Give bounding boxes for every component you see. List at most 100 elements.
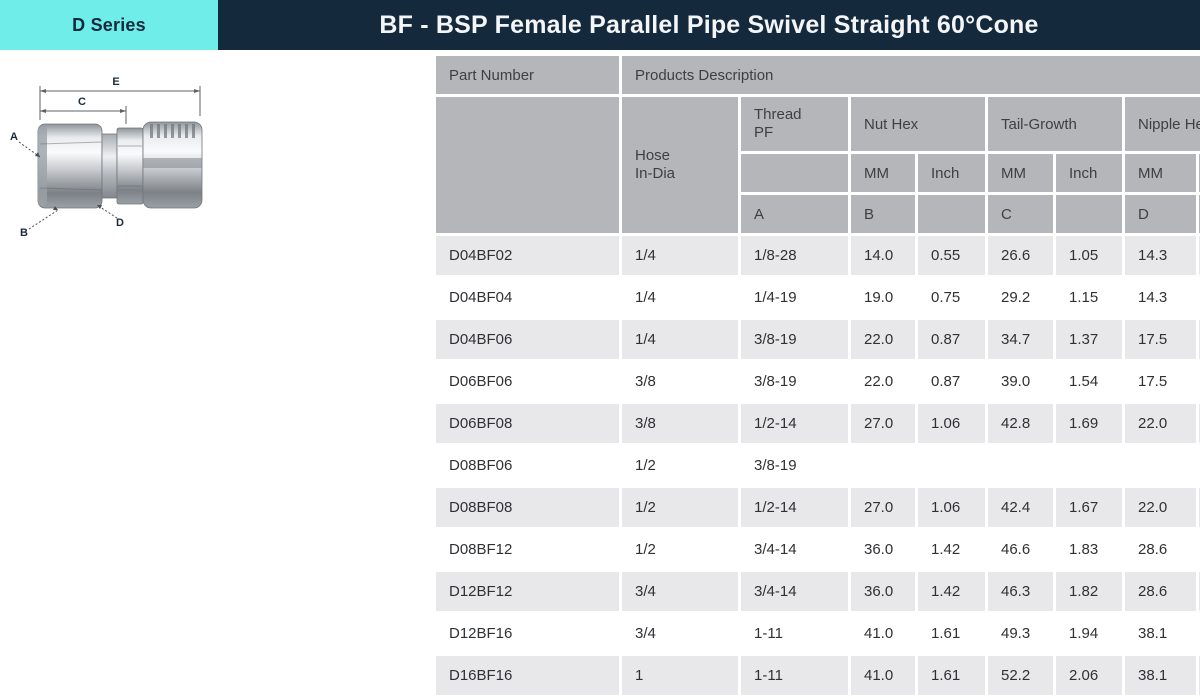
cell-nut-hex-inch bbox=[918, 446, 985, 485]
cell-part-number: D12BF12 bbox=[436, 572, 619, 611]
cell-tail-growth-inch: 1.54 bbox=[1056, 362, 1122, 401]
cell-tail-growth-mm: 26.6 bbox=[988, 236, 1053, 275]
nipple-hex-mm: MM bbox=[1125, 154, 1196, 192]
dim-label-a: A bbox=[10, 131, 18, 143]
cell-hose-in-dia: 3/4 bbox=[622, 572, 738, 611]
cell-thread-pf: 1/2-14 bbox=[741, 404, 848, 443]
cell-thread-pf: 1-11 bbox=[741, 614, 848, 653]
cell-nut-hex-mm: 41.0 bbox=[851, 614, 915, 653]
cell-hose-in-dia: 1/4 bbox=[622, 278, 738, 317]
cell-hose-in-dia: 3/8 bbox=[622, 362, 738, 401]
cell-nut-hex-inch: 1.42 bbox=[918, 572, 985, 611]
col-products-description: Products Description bbox=[622, 56, 1200, 94]
cell-nipple-hex-mm bbox=[1125, 446, 1196, 485]
cell-nut-hex-mm bbox=[851, 446, 915, 485]
table-row: D06BF08 3/8 1/2-14 27.0 1.06 42.8 1.69 2… bbox=[436, 404, 1200, 443]
dim-letter-b: B bbox=[851, 195, 915, 233]
cell-nipple-hex-mm: 22.0 bbox=[1125, 488, 1196, 527]
table-row: D04BF06 1/4 3/8-19 22.0 0.87 34.7 1.37 1… bbox=[436, 320, 1200, 359]
cell-tail-growth-mm: 46.3 bbox=[988, 572, 1053, 611]
cell-tail-growth-inch: 2.06 bbox=[1056, 656, 1122, 695]
spec-table: Part Number Products Description Hose In… bbox=[433, 53, 1200, 698]
cell-nipple-hex-mm: 14.3 bbox=[1125, 236, 1196, 275]
cell-thread-pf: 3/4-14 bbox=[741, 530, 848, 569]
page-title: BF - BSP Female Parallel Pipe Swivel Str… bbox=[218, 0, 1200, 50]
cell-nipple-hex-mm: 38.1 bbox=[1125, 614, 1196, 653]
cell-tail-growth-inch: 1.83 bbox=[1056, 530, 1122, 569]
cell-part-number: D06BF06 bbox=[436, 362, 619, 401]
cell-thread-pf: 3/4-14 bbox=[741, 572, 848, 611]
left-panel: E C bbox=[0, 50, 218, 698]
cell-tail-growth-mm: 34.7 bbox=[988, 320, 1053, 359]
cell-tail-growth-inch bbox=[1056, 446, 1122, 485]
cell-thread-pf: 1-11 bbox=[741, 656, 848, 695]
dim-label-c: C bbox=[78, 96, 86, 108]
cell-part-number: D06BF08 bbox=[436, 404, 619, 443]
top-bar: D Series BF - BSP Female Parallel Pipe S… bbox=[0, 0, 1200, 50]
cell-thread-pf: 1/2-14 bbox=[741, 488, 848, 527]
cell-nipple-hex-mm: 38.1 bbox=[1125, 656, 1196, 695]
cell-part-number: D12BF16 bbox=[436, 614, 619, 653]
cell-hose-in-dia: 3/8 bbox=[622, 404, 738, 443]
dim-label-e: E bbox=[112, 76, 119, 88]
cell-part-number: D08BF12 bbox=[436, 530, 619, 569]
cell-part-number: D08BF08 bbox=[436, 488, 619, 527]
cell-thread-pf: 1/8-28 bbox=[741, 236, 848, 275]
cell-tail-growth-inch: 1.05 bbox=[1056, 236, 1122, 275]
table-row: D04BF02 1/4 1/8-28 14.0 0.55 26.6 1.05 1… bbox=[436, 236, 1200, 275]
cell-part-number: D04BF04 bbox=[436, 278, 619, 317]
cell-tail-growth-inch: 1.15 bbox=[1056, 278, 1122, 317]
cell-nut-hex-inch: 1.61 bbox=[918, 614, 985, 653]
table-row: D12BF16 3/4 1-11 41.0 1.61 49.3 1.94 38.… bbox=[436, 614, 1200, 653]
cell-nipple-hex-mm: 14.3 bbox=[1125, 278, 1196, 317]
nut-hex-mm: MM bbox=[851, 154, 915, 192]
cell-thread-pf: 1/4-19 bbox=[741, 278, 848, 317]
cell-nut-hex-mm: 36.0 bbox=[851, 572, 915, 611]
table-body: D04BF02 1/4 1/8-28 14.0 0.55 26.6 1.05 1… bbox=[436, 236, 1200, 695]
cell-nut-hex-mm: 27.0 bbox=[851, 404, 915, 443]
tail-growth-inch: Inch bbox=[1056, 154, 1122, 192]
dim-letter-c: C bbox=[988, 195, 1053, 233]
tail-growth-mm: MM bbox=[988, 154, 1053, 192]
cell-tail-growth-inch: 1.94 bbox=[1056, 614, 1122, 653]
series-badge: D Series bbox=[0, 0, 218, 50]
cell-part-number: D04BF02 bbox=[436, 236, 619, 275]
cell-tail-growth-mm: 46.6 bbox=[988, 530, 1053, 569]
cell-part-number: D04BF06 bbox=[436, 320, 619, 359]
col-thread-pf: Thread PF bbox=[741, 97, 848, 151]
cell-tail-growth-inch: 1.67 bbox=[1056, 488, 1122, 527]
cell-nut-hex-mm: 22.0 bbox=[851, 362, 915, 401]
cell-nipple-hex-mm: 17.5 bbox=[1125, 320, 1196, 359]
cell-tail-growth-mm: 42.8 bbox=[988, 404, 1053, 443]
cell-nipple-hex-mm: 22.0 bbox=[1125, 404, 1196, 443]
cell-hose-in-dia: 1/4 bbox=[622, 320, 738, 359]
table-row: D16BF16 1 1-11 41.0 1.61 52.2 2.06 38.1 … bbox=[436, 656, 1200, 695]
leader-b bbox=[28, 209, 59, 230]
cell-hose-in-dia: 1/2 bbox=[622, 446, 738, 485]
cell-thread-pf: 3/8-19 bbox=[741, 320, 848, 359]
content-area: E C bbox=[0, 50, 1200, 698]
cell-nut-hex-inch: 1.61 bbox=[918, 656, 985, 695]
cell-hose-in-dia: 1/2 bbox=[622, 488, 738, 527]
cell-hose-in-dia: 3/4 bbox=[622, 614, 738, 653]
col-group-tail-growth: Tail-Growth bbox=[988, 97, 1122, 151]
cell-tail-growth-inch: 1.82 bbox=[1056, 572, 1122, 611]
cell-part-number: D16BF16 bbox=[436, 656, 619, 695]
cell-nut-hex-mm: 27.0 bbox=[851, 488, 915, 527]
cell-tail-growth-inch: 1.37 bbox=[1056, 320, 1122, 359]
cell-nut-hex-inch: 1.42 bbox=[918, 530, 985, 569]
cell-nipple-hex-mm: 17.5 bbox=[1125, 362, 1196, 401]
col-hose-in-dia: Hose In-Dia bbox=[622, 97, 738, 233]
cell-nut-hex-mm: 36.0 bbox=[851, 530, 915, 569]
table-row: D08BF08 1/2 1/2-14 27.0 1.06 42.4 1.67 2… bbox=[436, 488, 1200, 527]
cell-nut-hex-mm: 22.0 bbox=[851, 320, 915, 359]
cell-nut-hex-inch: 1.06 bbox=[918, 404, 985, 443]
col-group-nut-hex: Nut Hex bbox=[851, 97, 985, 151]
table-row: D08BF06 1/2 3/8-19 bbox=[436, 446, 1200, 485]
dim-label-d: D bbox=[116, 217, 124, 229]
cell-thread-pf: 3/8-19 bbox=[741, 362, 848, 401]
cell-tail-growth-mm: 39.0 bbox=[988, 362, 1053, 401]
cell-tail-growth-mm bbox=[988, 446, 1053, 485]
cell-tail-growth-inch: 1.69 bbox=[1056, 404, 1122, 443]
cell-nut-hex-inch: 0.87 bbox=[918, 320, 985, 359]
